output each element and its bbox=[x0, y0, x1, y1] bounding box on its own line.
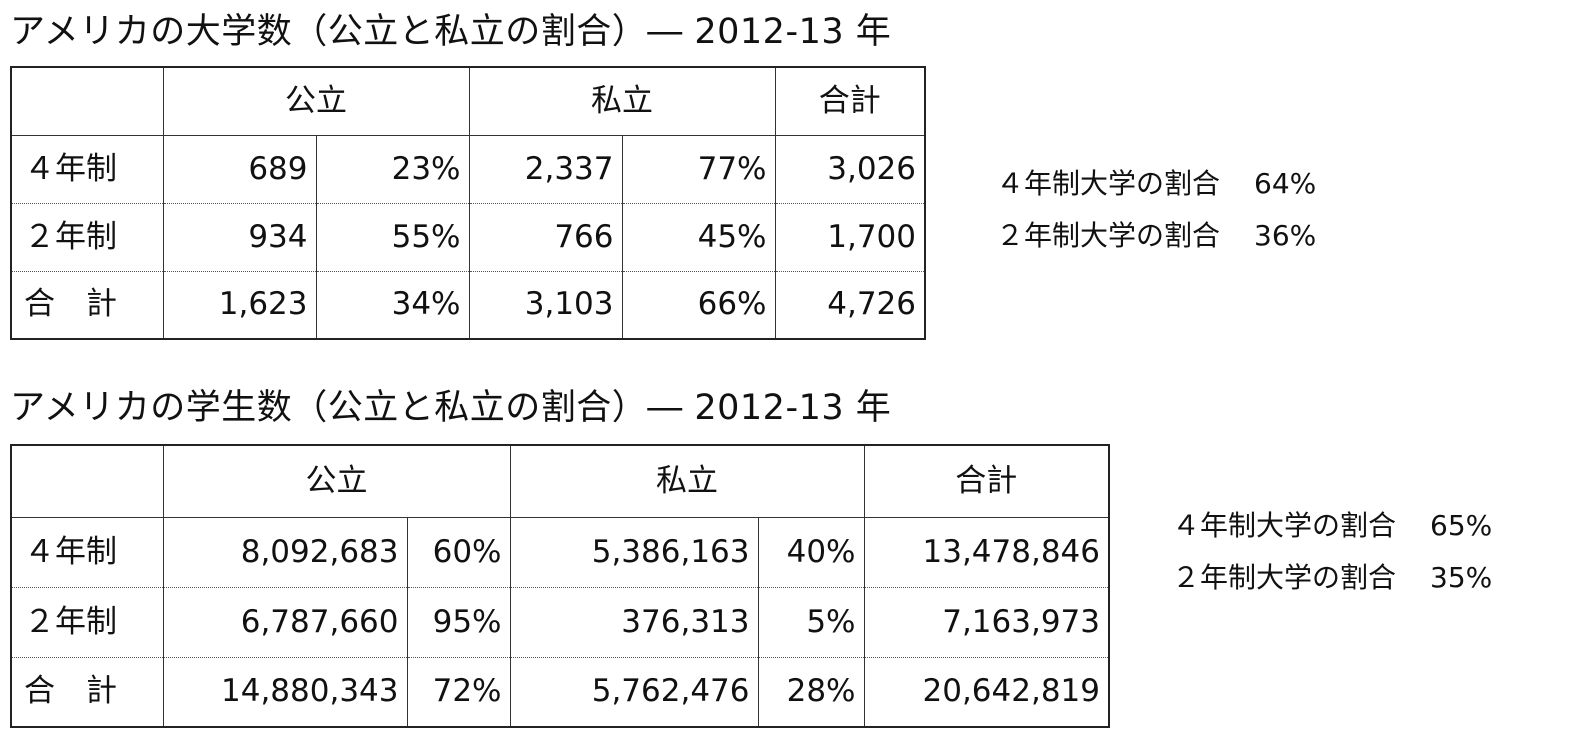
private-count: 376,313 bbox=[509, 586, 759, 658]
row-label: ２年制 bbox=[10, 586, 164, 658]
private-count: 2,337 bbox=[468, 134, 623, 204]
ratio-line: ４年制大学の割合 65% bbox=[1172, 500, 1492, 552]
ratio-label: ２年制大学の割合 bbox=[1172, 561, 1397, 594]
ratio-line: ２年制大学の割合 36% bbox=[996, 210, 1316, 262]
header-total: 合計 bbox=[774, 66, 926, 136]
public-pct: 60% bbox=[406, 516, 511, 588]
table-row: 合 計 1,623 34% 3,103 66% 4,726 bbox=[10, 270, 926, 340]
ratio-line: ４年制大学の割合 64% bbox=[996, 158, 1316, 210]
private-count: 3,103 bbox=[468, 270, 623, 340]
public-count: 1,623 bbox=[162, 270, 317, 340]
total-count: 7,163,973 bbox=[863, 586, 1110, 658]
header-public: 公立 bbox=[162, 66, 470, 136]
row-label: ４年制 bbox=[10, 134, 164, 204]
universities-table-title: アメリカの大学数（公立と私立の割合）― 2012-13 年 bbox=[10, 12, 892, 52]
header-corner bbox=[10, 66, 164, 136]
private-pct: 77% bbox=[621, 134, 776, 204]
header-corner bbox=[10, 444, 164, 518]
header-total: 合計 bbox=[863, 444, 1110, 518]
public-pct: 23% bbox=[315, 134, 470, 204]
public-pct: 55% bbox=[315, 202, 470, 272]
private-pct: 5% bbox=[757, 586, 865, 658]
header-public: 公立 bbox=[162, 444, 511, 518]
row-label: 合 計 bbox=[10, 270, 164, 340]
row-label: ４年制 bbox=[10, 516, 164, 588]
private-count: 5,762,476 bbox=[509, 656, 759, 728]
ratio-value: 36% bbox=[1254, 219, 1317, 252]
private-pct: 40% bbox=[757, 516, 865, 588]
total-count: 1,700 bbox=[774, 202, 926, 272]
public-pct: 34% bbox=[315, 270, 470, 340]
private-pct: 66% bbox=[621, 270, 776, 340]
private-count: 5,386,163 bbox=[509, 516, 759, 588]
ratio-label: ２年制大学の割合 bbox=[996, 219, 1221, 252]
table-header-row: 公立 私立 合計 bbox=[10, 66, 926, 136]
public-count: 6,787,660 bbox=[162, 586, 408, 658]
ratio-value: 64% bbox=[1254, 167, 1317, 200]
ratio-line: ２年制大学の割合 35% bbox=[1172, 552, 1492, 604]
table-row: ２年制 6,787,660 95% 376,313 5% 7,163,973 bbox=[10, 586, 1110, 658]
table-row: ２年制 934 55% 766 45% 1,700 bbox=[10, 202, 926, 272]
total-count: 20,642,819 bbox=[863, 656, 1110, 728]
row-label: 合 計 bbox=[10, 656, 164, 728]
universities-ratio-summary: ４年制大学の割合 64% ２年制大学の割合 36% bbox=[996, 158, 1316, 262]
total-count: 13,478,846 bbox=[863, 516, 1110, 588]
table-row: ４年制 8,092,683 60% 5,386,163 40% 13,478,8… bbox=[10, 516, 1110, 588]
header-private: 私立 bbox=[509, 444, 865, 518]
table-row: ４年制 689 23% 2,337 77% 3,026 bbox=[10, 134, 926, 204]
ratio-value: 65% bbox=[1430, 509, 1493, 542]
private-count: 766 bbox=[468, 202, 623, 272]
public-pct: 72% bbox=[406, 656, 511, 728]
public-count: 689 bbox=[162, 134, 317, 204]
total-count: 3,026 bbox=[774, 134, 926, 204]
students-ratio-summary: ４年制大学の割合 65% ２年制大学の割合 35% bbox=[1172, 500, 1492, 604]
public-count: 934 bbox=[162, 202, 317, 272]
universities-table: 公立 私立 合計 ４年制 689 23% 2,337 77% 3,026 ２年制… bbox=[10, 66, 926, 340]
total-count: 4,726 bbox=[774, 270, 926, 340]
row-label: ２年制 bbox=[10, 202, 164, 272]
public-pct: 95% bbox=[406, 586, 511, 658]
ratio-label: ４年制大学の割合 bbox=[996, 167, 1221, 200]
ratio-value: 35% bbox=[1430, 561, 1493, 594]
students-table: 公立 私立 合計 ４年制 8,092,683 60% 5,386,163 40%… bbox=[10, 444, 1110, 728]
public-count: 8,092,683 bbox=[162, 516, 408, 588]
private-pct: 45% bbox=[621, 202, 776, 272]
table-row: 合 計 14,880,343 72% 5,762,476 28% 20,642,… bbox=[10, 656, 1110, 728]
table-header-row: 公立 私立 合計 bbox=[10, 444, 1110, 518]
students-table-title: アメリカの学生数（公立と私立の割合）― 2012-13 年 bbox=[10, 388, 892, 428]
public-count: 14,880,343 bbox=[162, 656, 408, 728]
ratio-label: ４年制大学の割合 bbox=[1172, 509, 1397, 542]
header-private: 私立 bbox=[468, 66, 776, 136]
private-pct: 28% bbox=[757, 656, 865, 728]
